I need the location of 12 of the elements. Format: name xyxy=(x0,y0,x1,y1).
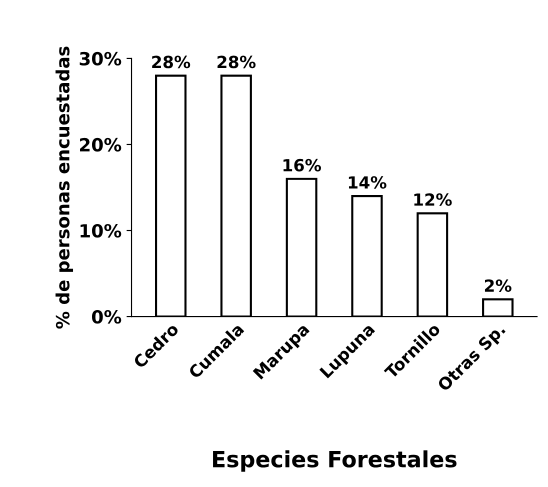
y-tick-label: 0% xyxy=(92,310,122,324)
y-tick-label: 20% xyxy=(80,138,122,152)
data-label: 2% xyxy=(484,279,512,292)
y-tick-label: 10% xyxy=(80,224,122,238)
data-label: 28% xyxy=(218,56,256,68)
data-label: 12% xyxy=(414,193,452,206)
y-axis-title: % de personas encuestadas xyxy=(56,46,74,329)
y-tick-label: 30% xyxy=(80,52,122,66)
data-label: 16% xyxy=(284,158,321,172)
data-label: 14% xyxy=(348,176,386,189)
data-label: 28% xyxy=(152,56,190,68)
x-axis-title: Especies Forestales xyxy=(213,450,457,472)
